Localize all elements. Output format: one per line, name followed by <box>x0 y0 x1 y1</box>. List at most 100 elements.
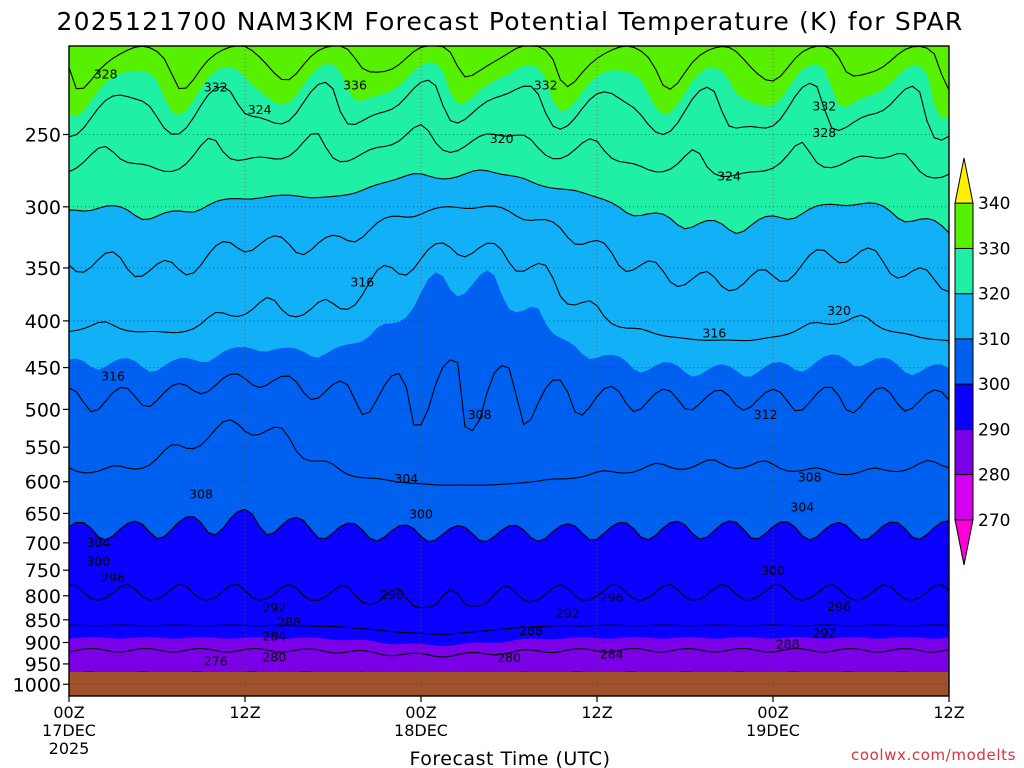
colorbar-label: 330 <box>978 239 1010 259</box>
y-tick-label: 750 <box>25 560 61 582</box>
colorbar-triangle-high <box>954 157 974 204</box>
contour-label: 276 <box>204 653 228 668</box>
contour-label: 300 <box>761 563 785 578</box>
contour-label: 280 <box>262 650 286 665</box>
contour-label: 300 <box>86 554 110 569</box>
contour-line-288 <box>69 647 949 658</box>
contour-label: 288 <box>776 637 800 652</box>
colorbar-segment <box>954 293 974 340</box>
contour-label: 316 <box>101 368 125 383</box>
contour-label: 308 <box>798 470 822 485</box>
y-tick-label: 400 <box>25 311 61 333</box>
colorbar-label: 300 <box>978 375 1010 395</box>
contour-line-304 <box>69 419 949 486</box>
x-tick-label: 12Z <box>229 703 260 722</box>
x-axis-label: Forecast Time (UTC) <box>410 748 611 768</box>
contour-label: 284 <box>600 647 624 662</box>
contour-label: 320 <box>490 131 514 146</box>
x-tick-label: 00Z <box>405 703 436 722</box>
colorbar-segment <box>954 202 974 249</box>
contour-label: 288 <box>519 623 543 638</box>
credit-text: coolwx.com/modelts <box>851 746 1016 764</box>
contour-line-312 <box>69 242 949 342</box>
x-tick-date: 17DEC <box>42 721 96 740</box>
y-tick-label: 700 <box>25 533 61 555</box>
contour-label: 292 <box>556 606 580 621</box>
gridlines <box>69 46 949 696</box>
colorbar-segment <box>954 383 974 430</box>
colorbar-label: 320 <box>978 285 1010 305</box>
contour-label: 296 <box>380 587 404 602</box>
contour-label: 328 <box>94 67 118 82</box>
x-tick-label: 00Z <box>757 703 788 722</box>
contour-label: 292 <box>262 600 286 615</box>
contour-label: 304 <box>86 535 110 550</box>
y-tick-label: 1000 <box>13 674 61 696</box>
y-tick-label: 300 <box>25 197 61 219</box>
x-tick-year: 2025 <box>49 739 90 758</box>
colorbar-segment <box>954 428 974 476</box>
colorbar-label: 280 <box>978 466 1010 486</box>
contour-label: 324 <box>717 169 741 184</box>
y-tick-label: 950 <box>25 654 61 676</box>
y-tick-label: 450 <box>25 358 61 380</box>
contour-line-320 <box>69 169 949 235</box>
contour-line-332 <box>69 46 949 91</box>
contour-label: 332 <box>812 99 836 114</box>
contour-line-292 <box>69 624 949 635</box>
contour-label: 316 <box>702 326 726 341</box>
colorbar-label: 310 <box>978 330 1010 350</box>
contour-label: 288 <box>277 615 301 630</box>
contour-label: 336 <box>343 78 367 93</box>
plot-area: 328 332 336 332 332 324 328 320 324 316 320 316 316 3… <box>68 45 950 697</box>
contour-label: 332 <box>204 79 228 94</box>
contour-label: 300 <box>409 507 433 522</box>
x-tick-date: 19DEC <box>746 721 800 740</box>
contour-label: 292 <box>812 626 836 641</box>
contour-line-324 <box>69 123 949 179</box>
contour-labels: 328 332 336 332 332 324 328 320 324 316 320 316 316 3… <box>86 67 851 669</box>
contour-label: 296 <box>101 570 125 585</box>
contour-label: 296 <box>827 599 851 614</box>
y-tick-label: 350 <box>25 258 61 280</box>
colorbar-triangle-low <box>954 519 974 566</box>
contour-label: 308 <box>189 487 213 502</box>
contour-label: 316 <box>350 274 374 289</box>
x-tick-date: 18DEC <box>394 721 448 740</box>
colorbar-label: 290 <box>978 420 1010 440</box>
colorbar-segment <box>954 338 974 385</box>
y-tick-label: 800 <box>25 586 61 608</box>
y-axis: 2503003504004505005506006507007508008509… <box>13 124 69 696</box>
contour-label: 320 <box>827 303 851 318</box>
colorbar-label: 270 <box>978 511 1010 531</box>
contour-label: 284 <box>262 629 286 644</box>
contour-line-300 <box>69 508 949 543</box>
y-tick-label: 850 <box>25 610 61 632</box>
y-tick-label: 500 <box>25 399 61 421</box>
y-tick-label: 650 <box>25 503 61 525</box>
contour-label: 312 <box>754 407 778 422</box>
y-tick-label: 600 <box>25 472 61 494</box>
contour-label: 324 <box>248 102 272 117</box>
contour-label: 308 <box>468 407 492 422</box>
contour-label: 304 <box>394 471 418 486</box>
contour-label: 296 <box>600 590 624 605</box>
y-tick-label: 900 <box>25 632 61 654</box>
x-tick-label: 00Z <box>53 703 84 722</box>
colorbar-segment <box>954 247 974 295</box>
contour-line-316 <box>69 205 949 293</box>
contour-label: 280 <box>497 650 521 665</box>
x-tick-label: 12Z <box>581 703 612 722</box>
contour-label: 304 <box>790 499 814 514</box>
contour-line-328 <box>69 79 949 141</box>
chart-title: 2025121700 NAM3KM Forecast Potential Tem… <box>57 7 964 36</box>
x-tick-label: 12Z <box>933 703 964 722</box>
contour-label: 328 <box>812 125 836 140</box>
contour-line-296 <box>69 583 949 609</box>
plot-frame <box>68 45 950 697</box>
y-tick-label: 550 <box>25 437 61 459</box>
contour-label: 332 <box>534 78 558 93</box>
y-tick-label: 250 <box>25 124 61 146</box>
